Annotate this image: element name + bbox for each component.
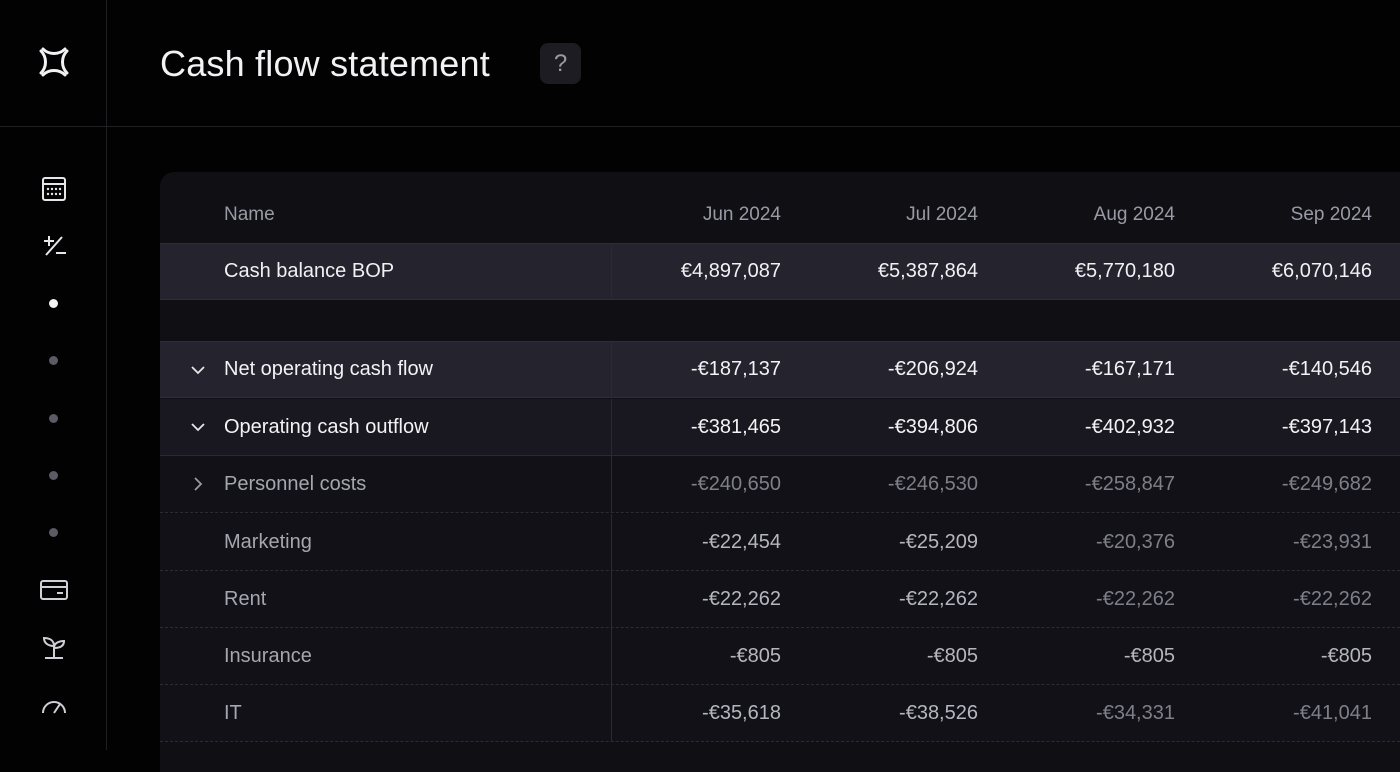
nav-dot-1[interactable] bbox=[49, 299, 58, 308]
chevron-right-icon[interactable] bbox=[188, 474, 208, 494]
cell-value: -€140,546 bbox=[1281, 358, 1372, 380]
cell-value: -€22,454 bbox=[702, 530, 781, 553]
row-label: Cash balance BOP bbox=[224, 260, 395, 282]
column-header-jun[interactable]: Jun 2024 bbox=[702, 203, 781, 225]
cell-value: -€381,465 bbox=[690, 415, 781, 438]
nav-plus-minus[interactable] bbox=[0, 230, 107, 262]
table-row-insurance[interactable]: Insurance -€805 -€805 -€805 -€805 bbox=[160, 628, 1400, 685]
cash-flow-table: Name Jun 2024 Jul 2024 Aug 2024 Sep 2024… bbox=[160, 172, 1400, 772]
column-divider bbox=[611, 399, 612, 455]
app-logo[interactable] bbox=[0, 0, 107, 126]
chevron-down-icon[interactable] bbox=[188, 417, 208, 437]
column-header-sep[interactable]: Sep 2024 bbox=[1290, 203, 1372, 225]
cell-value: -€167,171 bbox=[1084, 358, 1175, 380]
cell-value: -€23,931 bbox=[1293, 530, 1372, 553]
column-header-name[interactable]: Name bbox=[224, 203, 275, 225]
row-label: IT bbox=[224, 701, 242, 724]
column-divider bbox=[611, 342, 612, 397]
cell-value: -€25,209 bbox=[899, 530, 978, 553]
row-label: Insurance bbox=[224, 644, 312, 667]
cell-value: -€805 bbox=[1123, 644, 1175, 667]
cell-value: -€397,143 bbox=[1281, 415, 1372, 438]
cell-value: €4,897,087 bbox=[680, 260, 781, 282]
nav-calculator[interactable] bbox=[0, 173, 107, 205]
sidebar bbox=[0, 0, 107, 750]
cell-value: -€20,376 bbox=[1096, 530, 1175, 553]
cell-value: -€240,650 bbox=[690, 472, 781, 495]
column-divider bbox=[611, 456, 612, 512]
row-label: Marketing bbox=[224, 530, 312, 553]
cell-value: -€805 bbox=[926, 644, 978, 667]
nav-dot-4[interactable] bbox=[49, 471, 58, 480]
card-icon bbox=[39, 580, 68, 600]
table-row-it[interactable]: IT -€35,618 -€38,526 -€34,331 -€41,041 bbox=[160, 685, 1400, 742]
column-divider bbox=[611, 514, 612, 570]
cell-value: -€246,530 bbox=[887, 472, 978, 495]
cell-value: -€22,262 bbox=[1096, 587, 1175, 610]
header-divider bbox=[0, 126, 1400, 127]
column-header-aug[interactable]: Aug 2024 bbox=[1093, 203, 1175, 225]
seedling-icon bbox=[42, 636, 65, 659]
section-spacer bbox=[160, 300, 1400, 340]
cell-value: -€35,618 bbox=[702, 701, 781, 724]
cell-value: €5,770,180 bbox=[1074, 260, 1175, 282]
cell-value: -€22,262 bbox=[899, 587, 978, 610]
gauge-icon bbox=[41, 701, 66, 714]
cell-value: -€394,806 bbox=[887, 415, 978, 438]
cell-value: -€187,137 bbox=[690, 358, 781, 380]
table-row-personnel[interactable]: Personnel costs -€240,650 -€246,530 -€25… bbox=[160, 456, 1400, 513]
cell-value: -€805 bbox=[729, 644, 781, 667]
row-label: Net operating cash flow bbox=[224, 358, 434, 380]
row-label: Personnel costs bbox=[224, 472, 367, 495]
nav-dot-2[interactable] bbox=[49, 356, 58, 365]
nav-growth[interactable] bbox=[0, 632, 107, 664]
row-label: Operating cash outflow bbox=[224, 415, 429, 438]
column-header-jul[interactable]: Jul 2024 bbox=[906, 203, 978, 225]
cell-value: -€206,924 bbox=[887, 358, 978, 380]
column-divider bbox=[611, 628, 612, 684]
cell-value: -€805 bbox=[1320, 644, 1372, 667]
table-row-cash-balance[interactable]: Cash balance BOP €4,897,087 €5,387,864 €… bbox=[160, 243, 1400, 300]
column-divider bbox=[611, 244, 612, 299]
chevron-down-icon[interactable] bbox=[188, 360, 208, 380]
cell-value: -€249,682 bbox=[1281, 472, 1372, 495]
column-divider bbox=[611, 571, 612, 627]
help-button[interactable]: ? bbox=[540, 43, 581, 84]
cell-value: -€38,526 bbox=[899, 701, 978, 724]
cell-value: -€41,041 bbox=[1293, 701, 1372, 724]
cell-value: -€402,932 bbox=[1084, 415, 1175, 438]
column-divider bbox=[611, 685, 612, 741]
table-row-net-operating[interactable]: Net operating cash flow -€187,137 -€206,… bbox=[160, 341, 1400, 398]
cell-value: -€22,262 bbox=[702, 587, 781, 610]
row-label: Rent bbox=[224, 587, 267, 610]
cell-value: €6,070,146 bbox=[1271, 260, 1372, 282]
table-row-operating-outflow[interactable]: Operating cash outflow -€381,465 -€394,8… bbox=[160, 399, 1400, 456]
page-title: Cash flow statement bbox=[160, 43, 490, 84]
cell-value: €5,387,864 bbox=[877, 260, 978, 282]
nav-card[interactable] bbox=[0, 574, 107, 606]
cell-value: -€34,331 bbox=[1096, 701, 1175, 724]
calculator-icon bbox=[41, 177, 66, 201]
plus-minus-icon bbox=[43, 236, 66, 256]
table-row-rent[interactable]: Rent -€22,262 -€22,262 -€22,262 -€22,262 bbox=[160, 571, 1400, 628]
nav-dot-3[interactable] bbox=[49, 414, 58, 423]
app-logo-icon bbox=[39, 47, 68, 77]
nav-gauge[interactable] bbox=[0, 689, 107, 721]
cell-value: -€22,262 bbox=[1293, 587, 1372, 610]
table-header-row: Name Jun 2024 Jul 2024 Aug 2024 Sep 2024 bbox=[160, 186, 1400, 243]
cell-value: -€258,847 bbox=[1084, 472, 1175, 495]
nav-dot-5[interactable] bbox=[49, 528, 58, 537]
table-row-marketing[interactable]: Marketing -€22,454 -€25,209 -€20,376 -€2… bbox=[160, 514, 1400, 571]
